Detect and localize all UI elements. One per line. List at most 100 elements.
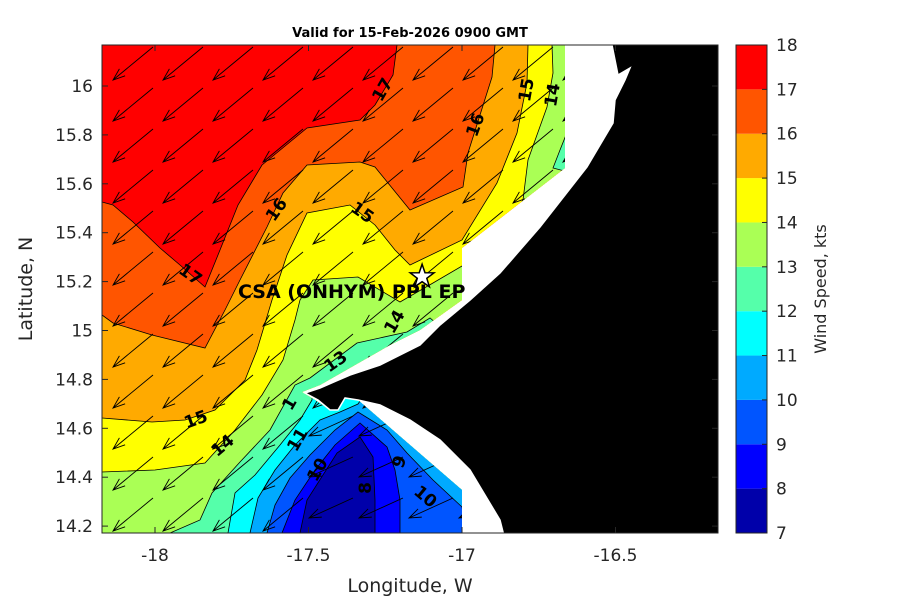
colorbar-swatch: [736, 222, 767, 267]
x-tick-label: -17.5: [287, 546, 331, 566]
wind-vector-arrow: [212, 210, 254, 245]
wind-vector-arrow: [312, 333, 354, 368]
wind-vector-arrow: [262, 251, 304, 286]
wind-vector-arrow: [412, 128, 454, 163]
axes-box: [101, 44, 719, 534]
wind-vector-arrow: [312, 292, 354, 327]
wind-vector-arrow: [162, 169, 204, 204]
contour-band-12-13-north: [552, 134, 565, 176]
wind-vector-arrow: [362, 46, 404, 81]
wind-vector-arrow: [262, 46, 304, 81]
wind-vector-arrow: [362, 128, 404, 163]
colorbar-swatch: [736, 133, 767, 179]
wind-vector-arrow: [212, 333, 254, 368]
y-tick-label: 16: [71, 77, 93, 97]
colorbar-tick-label: 9: [776, 435, 787, 455]
colorbar-tick-label: 10: [776, 391, 798, 411]
wind-vector-arrow: [162, 374, 204, 409]
wind-vector-arrow: [312, 210, 354, 245]
wind-vector-arrow: [162, 128, 204, 163]
y-tick-label: 15.8: [55, 126, 93, 146]
wind-vector-arrow: [162, 210, 204, 245]
colorbar-tick-label: 12: [776, 302, 798, 322]
contour-band-7-8: [299, 436, 376, 533]
y-tick-label: 15.6: [55, 175, 93, 195]
y-tick-label: 15.2: [55, 273, 93, 293]
wind-vector-arrow: [262, 415, 304, 450]
colorbar-tick-label: 7: [776, 524, 787, 544]
colorbar-tick-label: 15: [776, 169, 798, 189]
wind-vector-arrow: [112, 497, 154, 532]
wind-vector-arrow: [162, 497, 204, 532]
wind-vector-arrow: [462, 87, 504, 122]
site-star-marker: [408, 261, 437, 289]
wind-vector-arrow: [512, 87, 554, 122]
wind-vector-arrow: [112, 46, 154, 81]
colorbar: 7 8 9 10 11 12 13 14 15 16 17 18: [735, 36, 798, 544]
wind-vector-arrow: [262, 169, 304, 204]
colorbar-tick-label: 11: [776, 347, 798, 367]
wind-vector-arrow: [307, 415, 354, 437]
wind-vector-arrow: [312, 128, 354, 163]
wind-vector-arrow: [112, 87, 154, 122]
wind-vector-arrow: [262, 128, 304, 163]
wind-vector-arrow: [462, 46, 504, 81]
x-tick-label: -16.5: [594, 546, 638, 566]
colorbar-swatch: [736, 266, 767, 312]
y-tick-label: 15: [71, 322, 93, 342]
wind-vector-arrow: [112, 128, 154, 163]
contour-band-13-14: [102, 45, 565, 533]
colorbar-tick-label: 8: [776, 480, 787, 500]
x-tick-label: -18: [141, 546, 169, 566]
wind-vector-arrow: [112, 210, 154, 245]
wind-vector-arrow: [262, 374, 304, 409]
wind-vector-arrow: [112, 292, 154, 327]
colorbar-tick-label: 17: [776, 80, 798, 100]
wind-vector-arrow: [412, 169, 454, 204]
wind-vector-arrow: [312, 87, 354, 122]
wind-vector-arrow: [562, 46, 565, 81]
wind-vector-arrow: [562, 87, 565, 122]
land-mass: [303, 45, 718, 533]
wind-vector-arrow: [362, 87, 404, 122]
contour-label: 14: [541, 81, 565, 108]
wind-vector-arrow: [212, 497, 254, 532]
wind-vector-arrow: [262, 333, 304, 368]
wind-vector-arrow: [407, 497, 454, 519]
colorbar-swatch: [736, 444, 767, 489]
wind-vector-arrow: [212, 415, 254, 450]
wind-vector-arrow: [307, 497, 354, 519]
wind-vector-arrow: [512, 128, 554, 163]
wind-vector-arrow: [112, 415, 154, 450]
wind-vector-arrow: [262, 210, 304, 245]
colorbar-tick-label: 16: [776, 125, 798, 145]
wind-vector-arrow: [112, 456, 154, 491]
y-tick-label: 15.4: [55, 224, 93, 244]
wind-vector-arrow: [212, 456, 254, 491]
wind-vector-arrow: [362, 169, 404, 204]
x-axis-label: Longitude, W: [347, 575, 473, 597]
y-tick-label: 14.8: [55, 370, 93, 390]
wind-vector-arrow: [162, 87, 204, 122]
wind-vector-arrow: [112, 251, 154, 286]
contour-label: 15: [515, 77, 539, 104]
wind-vector-arrow: [212, 128, 254, 163]
colorbar-tick-label: 13: [776, 258, 798, 278]
wind-vector-arrow: [212, 46, 254, 81]
y-axis-label: Latitude, N: [15, 237, 37, 342]
wind-vector-arrow: [112, 374, 154, 409]
chart-title: Valid for 15-Feb-2026 0900 GMT: [292, 26, 528, 41]
y-tick-label: 14.6: [55, 419, 93, 439]
y-tick-label: 14.4: [55, 468, 93, 488]
wind-vector-arrow: [462, 128, 504, 163]
colorbar-swatch: [736, 311, 767, 356]
y-tick-label: 14.2: [55, 517, 93, 537]
wind-vector-arrow: [212, 374, 254, 409]
colorbar-swatch: [736, 45, 767, 90]
x-axis-ticks: -18 -17.5 -17 -16.5: [141, 45, 638, 566]
wind-vector-arrow: [262, 292, 304, 327]
colorbar-swatch: [736, 89, 767, 134]
wind-vector-arrow: [162, 292, 204, 327]
